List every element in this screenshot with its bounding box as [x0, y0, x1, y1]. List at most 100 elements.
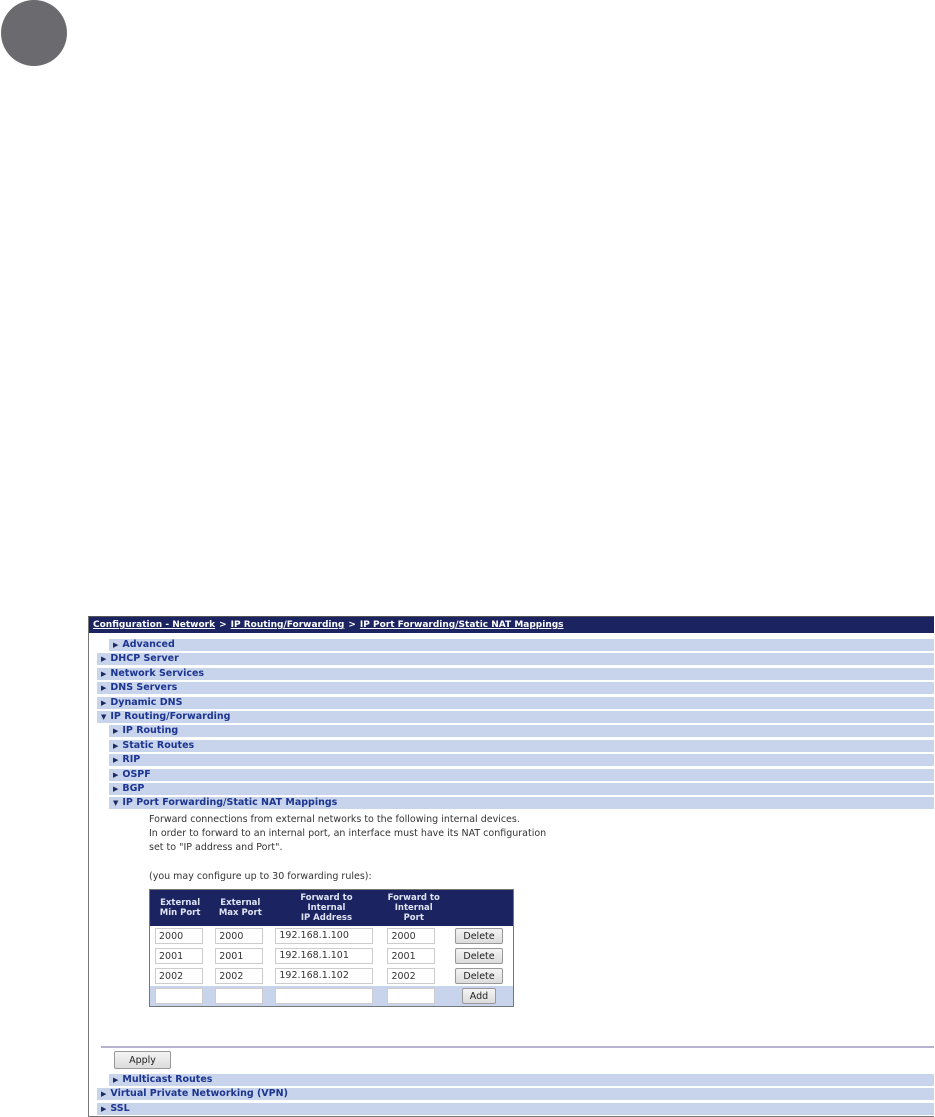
menu-item-label: Virtual Private Networking (VPN)	[110, 1088, 288, 1099]
internal-port-input[interactable]	[387, 948, 436, 964]
menu-item-label: IP Routing/Forwarding	[110, 711, 231, 722]
table-cell	[382, 926, 445, 946]
collapsed-triangle-icon: ▶	[101, 684, 107, 693]
menu-item-label: DNS Servers	[110, 682, 178, 694]
collapsed-triangle-icon: ▶	[113, 641, 119, 649]
table-cell	[149, 986, 211, 1007]
expanded-triangle-icon: ▼	[113, 799, 119, 808]
ip-address-input[interactable]: 192.168.1.101	[275, 948, 374, 964]
table-cell	[270, 986, 383, 1007]
min-port-input[interactable]	[155, 948, 203, 964]
menu-item-label: Static Routes	[122, 739, 195, 751]
internal-port-input[interactable]	[387, 928, 436, 944]
max-port-input[interactable]	[215, 928, 264, 944]
forwarding-rules-table: External Min Port External Max Port Forward …	[149, 889, 514, 1007]
menu-item-ip-routing[interactable]: ▶ IP Routing	[109, 725, 934, 738]
ip-address-input[interactable]	[275, 988, 374, 1004]
menu-item-label: RIP	[122, 754, 141, 766]
table-cell	[382, 966, 445, 986]
table-cell: Delete	[445, 946, 514, 966]
collapsed-triangle-icon: ▶	[113, 785, 119, 793]
column-header-line: Internal	[307, 903, 346, 913]
add-rule-row: Add	[149, 986, 514, 1007]
menu-item-dynamic-dns[interactable]: ▶ Dynamic DNS	[97, 696, 934, 709]
config-panel: Configuration - Network > IP Routing/Forwa…	[88, 616, 934, 1117]
column-header: Forward to Internal Port	[382, 889, 445, 926]
column-header-line: Max Port	[218, 908, 262, 918]
delete-button[interactable]: Delete	[455, 948, 503, 964]
collapsed-triangle-icon: ▶	[113, 727, 119, 736]
breadcrumb-link-routing[interactable]: IP Routing/Forwarding	[230, 620, 345, 630]
column-header-line: Internal	[394, 903, 433, 913]
column-header-line: Forward to	[387, 893, 440, 903]
internal-port-input[interactable]	[387, 988, 436, 1004]
min-port-input[interactable]	[155, 988, 203, 1004]
breadcrumb-separator: >	[219, 620, 227, 630]
table-row: 192.168.1.101 Delete	[150, 946, 514, 966]
menu-item-ip-port-forwarding-static-nat-mappings[interactable]: ▼ IP Port Forwarding/Static NAT Mappings	[109, 797, 934, 810]
menu-item-rip[interactable]: ▶ RIP	[109, 754, 934, 767]
menu-item-label: BGP	[122, 783, 145, 794]
action-header	[445, 889, 514, 926]
ip-address-input[interactable]: 192.168.1.100	[275, 928, 374, 944]
breadcrumb-link-port-forwarding[interactable]: IP Port Forwarding/Static NAT Mappings	[359, 620, 564, 630]
menu-item-label: IP Port Forwarding/Static NAT Mappings	[122, 797, 338, 809]
expanded-triangle-icon: ▼	[101, 713, 107, 721]
table-cell: Delete	[445, 966, 514, 986]
max-port-input[interactable]	[215, 968, 264, 984]
table-cell	[382, 986, 445, 1007]
collapsed-triangle-icon: ▶	[101, 669, 107, 678]
min-port-input[interactable]	[155, 928, 203, 944]
menu-item-ip-routing-forwarding[interactable]: ▼ IP Routing/Forwarding	[97, 711, 934, 723]
menu-item-label: Advanced	[122, 639, 175, 650]
max-port-input[interactable]	[215, 948, 264, 964]
column-header: Forward to Internal IP Address	[270, 889, 383, 926]
table-cell	[210, 926, 270, 946]
menu-item-label: Dynamic DNS	[110, 696, 183, 708]
internal-port-input[interactable]	[387, 968, 436, 984]
table-row: 192.168.1.102 Delete	[150, 966, 514, 986]
delete-button[interactable]: Delete	[455, 928, 503, 944]
menu-item-bgp[interactable]: ▶ BGP	[109, 783, 934, 795]
menu-item-label: SSL	[110, 1103, 130, 1114]
menu-item-ospf[interactable]: ▶ OSPF	[109, 768, 934, 781]
table-cell	[210, 966, 270, 986]
rules-limit-note: (you may configure up to 30 forwarding r…	[149, 871, 372, 882]
breadcrumb-link-network[interactable]: Configuration - Network	[93, 620, 216, 630]
menu-item-dhcp-server[interactable]: ▶ DHCP Server	[97, 653, 934, 666]
menu-item-virtual-private-networking-vpn[interactable]: ▶ Virtual Private Networking (VPN)	[97, 1088, 934, 1100]
ip-address-input[interactable]: 192.168.1.102	[275, 968, 374, 984]
menu-item-ssl[interactable]: ▶ SSL	[97, 1103, 934, 1115]
menu-item-static-routes[interactable]: ▶ Static Routes	[109, 739, 934, 752]
menu-item-dns-servers[interactable]: ▶ DNS Servers	[97, 682, 934, 695]
table-cell: 192.168.1.101	[270, 946, 382, 966]
collapsed-triangle-icon: ▶	[101, 1090, 107, 1098]
description-line: set to "IP address and Port".	[149, 842, 283, 853]
column-header-line: Min Port	[159, 908, 201, 918]
menu-item-label: OSPF	[122, 768, 151, 780]
collapsed-triangle-icon: ▶	[101, 698, 107, 707]
divider	[101, 1046, 934, 1048]
table-cell	[150, 926, 211, 946]
table-cell	[382, 946, 445, 966]
breadcrumb-separator: >	[348, 620, 356, 630]
menu-item-multicast-routes[interactable]: ▶ Multicast Routes	[109, 1074, 934, 1086]
column-header-line: IP Address	[300, 913, 353, 923]
menu-item-network-services[interactable]: ▶ Network Services	[97, 667, 934, 680]
menu-item-advanced[interactable]: ▶ Advanced	[109, 639, 934, 651]
table-cell	[150, 946, 211, 966]
min-port-input[interactable]	[155, 968, 203, 984]
delete-button[interactable]: Delete	[455, 968, 503, 984]
max-port-input[interactable]	[215, 988, 264, 1004]
description-line: Forward connections from external networ…	[149, 814, 520, 825]
table-cell: 192.168.1.102	[270, 966, 382, 986]
add-button[interactable]: Add	[461, 988, 497, 1004]
menu-item-label: DHCP Server	[110, 653, 179, 665]
collapsed-triangle-icon: ▶	[101, 655, 107, 664]
column-header-line: Forward to	[300, 893, 353, 903]
menu-item-label: Multicast Routes	[122, 1074, 213, 1085]
column-header: External Min Port	[149, 889, 211, 926]
collapsed-triangle-icon: ▶	[101, 1105, 107, 1113]
column-header-line: Port	[403, 913, 424, 923]
apply-button[interactable]: Apply	[114, 1051, 171, 1069]
